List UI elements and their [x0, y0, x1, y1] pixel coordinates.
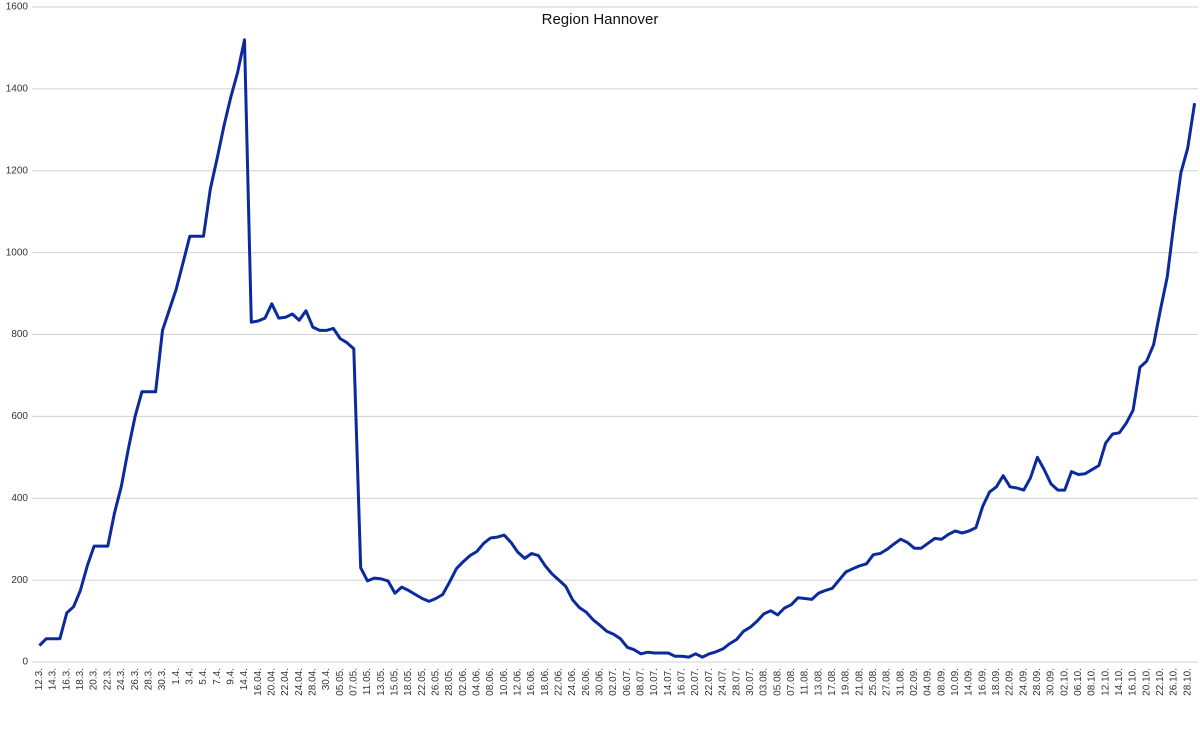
x-tick-label: 5.4.	[198, 668, 209, 685]
x-tick-label: 24.3.	[116, 668, 127, 690]
x-tick-label: 22.06.	[554, 668, 565, 696]
x-tick-label: 15.05.	[389, 668, 400, 696]
x-tick-label: 22.10.	[1155, 668, 1166, 696]
x-tick-label: 02.09.	[909, 668, 920, 696]
x-tick-label: 31.08.	[895, 668, 906, 696]
y-tick-label: 1000	[6, 247, 29, 258]
chart-title: Region Hannover	[542, 11, 659, 28]
x-tick-label: 22.04.	[280, 668, 291, 696]
x-tick-label: 14.4.	[239, 668, 250, 690]
x-tick-label: 20.07.	[690, 668, 701, 696]
x-tick-label: 13.08.	[813, 668, 824, 696]
x-tick-label: 24.04.	[294, 668, 305, 696]
x-tick-label: 14.3.	[48, 668, 59, 690]
x-tick-label: 24.06.	[567, 668, 578, 696]
y-tick-label: 0	[22, 657, 28, 668]
x-tick-label: 07.05.	[348, 668, 359, 696]
x-tick-label: 02.07.	[608, 668, 619, 696]
data-line	[38, 38, 1197, 659]
x-tick-label: 16.04.	[253, 668, 264, 696]
x-tick-label: 30.06.	[595, 668, 606, 696]
x-tick-label: 18.05.	[403, 668, 414, 696]
x-tick-label: 24.07.	[718, 668, 729, 696]
x-tick-label: 26.3.	[130, 668, 141, 690]
y-tick-label: 200	[11, 575, 28, 586]
y-tick-label: 1200	[6, 165, 29, 176]
x-tick-label: 30.07.	[745, 668, 756, 696]
x-tick-label: 28.09.	[1032, 668, 1043, 696]
x-tick-label: 30.4.	[321, 668, 332, 690]
x-tick-label: 3.4.	[184, 668, 195, 685]
x-tick-label: 14.09.	[964, 668, 975, 696]
x-tick-label: 18.06.	[540, 668, 551, 696]
y-tick-label: 400	[11, 493, 28, 504]
x-tick-label: 08.09.	[936, 668, 947, 696]
x-tick-label: 24.09.	[1018, 668, 1029, 696]
x-tick-label: 14.07.	[663, 668, 674, 696]
x-tick-label: 27.08.	[882, 668, 893, 696]
x-tick-label: 20.3.	[89, 668, 100, 690]
x-tick-label: 28.07.	[731, 668, 742, 696]
x-tick-label: 22.05.	[417, 668, 428, 696]
x-tick-label: 07.08.	[786, 668, 797, 696]
x-tick-label: 18.3.	[75, 668, 86, 690]
x-tick-label: 11.05.	[362, 668, 373, 695]
x-tick-label: 16.07.	[677, 668, 688, 696]
x-tick-label: 16.09.	[977, 668, 988, 696]
x-tick-label: 1.4.	[171, 668, 182, 685]
x-tick-label: 25.08.	[868, 668, 879, 696]
x-tick-label: 28.04.	[307, 668, 318, 696]
x-tick-label: 10.07.	[649, 668, 660, 696]
y-tick-label: 1600	[6, 2, 29, 13]
x-tick-label: 20.04.	[266, 668, 277, 696]
x-tick-label: 08.10.	[1087, 668, 1098, 696]
x-tick-label: 30.09.	[1046, 668, 1057, 696]
x-tick-label: 12.06.	[513, 668, 524, 696]
x-tick-label: 9.4.	[225, 668, 236, 685]
x-tick-label: 22.09.	[1005, 668, 1016, 696]
x-tick-label: 06.10.	[1073, 668, 1084, 696]
x-tick-label: 16.3.	[61, 668, 72, 690]
x-tick-label: 26.06.	[581, 668, 592, 696]
x-tick-label: 28.3.	[143, 668, 154, 690]
y-tick-label: 1400	[6, 84, 29, 95]
x-tick-label: 22.07.	[704, 668, 715, 696]
x-tick-label: 06.07.	[622, 668, 633, 696]
x-tick-label: 12.10.	[1100, 668, 1111, 696]
x-tick-label: 10.09.	[950, 668, 961, 696]
x-tick-label: 02.06.	[458, 668, 469, 696]
x-tick-label: 12.3.	[34, 668, 45, 690]
x-tick-label: 17.08.	[827, 668, 838, 696]
x-tick-label: 10.06.	[499, 668, 510, 696]
x-tick-label: 05.05.	[335, 668, 346, 696]
x-tick-label: 08.06.	[485, 668, 496, 696]
x-tick-label: 7.4.	[212, 668, 223, 685]
x-tick-label: 18.09.	[991, 668, 1002, 696]
x-tick-label: 30.3.	[157, 668, 168, 690]
x-tick-label: 26.10.	[1169, 668, 1180, 696]
x-tick-label: 21.08.	[854, 668, 865, 696]
x-tick-label: 28.05.	[444, 668, 455, 696]
x-tick-label: 13.05.	[376, 668, 387, 696]
x-tick-label: 16.06.	[526, 668, 537, 696]
x-tick-label: 22.3.	[102, 668, 113, 690]
x-tick-label: 14.10.	[1114, 668, 1125, 696]
x-tick-label: 11.08.	[800, 668, 811, 695]
y-tick-label: 600	[11, 411, 28, 422]
x-tick-label: 08.07.	[636, 668, 647, 696]
x-tick-label: 04.06.	[472, 668, 483, 696]
x-tick-label: 02.10.	[1059, 668, 1070, 696]
x-tick-label: 26.05.	[431, 668, 442, 696]
x-tick-label: 05.08.	[772, 668, 783, 696]
x-tick-label: 16.10.	[1128, 668, 1139, 696]
x-tick-label: 04.09.	[923, 668, 934, 696]
x-tick-label: 20.10.	[1141, 668, 1152, 696]
x-tick-label: 28.10.	[1182, 668, 1193, 696]
y-tick-label: 800	[11, 329, 28, 340]
x-tick-label: 03.08.	[759, 668, 770, 696]
x-tick-label: 19.08.	[841, 668, 852, 696]
